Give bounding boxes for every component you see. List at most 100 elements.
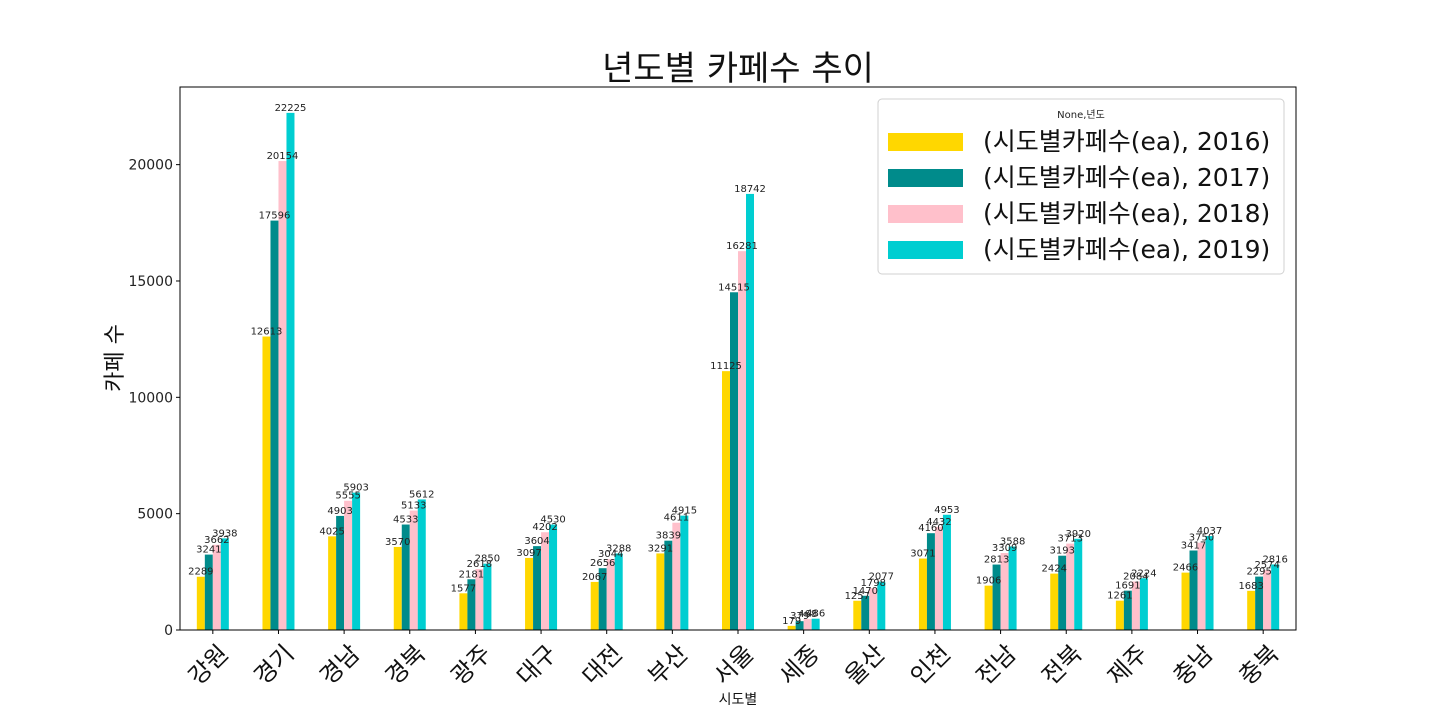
legend-swatch	[888, 133, 963, 151]
bar	[483, 563, 492, 630]
bar-value-label: 1691	[1115, 581, 1140, 592]
bar-value-label: 2295	[1246, 567, 1271, 578]
bar	[1255, 576, 1264, 630]
bar-value-label: 1257	[845, 591, 870, 602]
bar	[467, 579, 476, 630]
y-tick-label: 15000	[128, 274, 173, 290]
y-tick-label: 0	[164, 623, 173, 639]
bar-value-label: 3288	[606, 543, 631, 554]
bar-value-label: 18742	[734, 184, 766, 195]
x-tick-label: 경기	[249, 639, 300, 690]
bar	[1205, 536, 1214, 630]
bar-value-label: 3750	[1189, 533, 1214, 544]
bar-value-label: 2656	[590, 558, 615, 569]
bar	[877, 581, 886, 630]
bar	[417, 499, 426, 630]
bar-value-label: 3938	[212, 528, 237, 539]
bar	[1008, 546, 1017, 630]
x-tick-label: 충북	[1233, 639, 1284, 690]
bar-value-label: 5555	[335, 491, 360, 502]
bar-value-label: 5612	[409, 489, 434, 500]
bar-value-label: 14515	[718, 282, 750, 293]
bar	[549, 524, 558, 630]
bar-value-label: 2224	[1131, 568, 1156, 579]
bar	[722, 371, 730, 630]
legend-swatch	[888, 241, 963, 259]
bar-value-label: 3071	[910, 549, 935, 560]
bar	[992, 564, 1001, 630]
legend-label: (시도별카페수(ea), 2016)	[983, 127, 1270, 156]
x-ticks-layer: 강원 경기 경남 경북 광주 대구 대전 부산 서울 세종 울산 인천 전남 전북 제주 충남 충북	[183, 630, 1284, 690]
bar	[1066, 543, 1075, 630]
bar-value-label: 4611	[664, 513, 689, 524]
bar-value-label: 468	[798, 609, 817, 620]
bar	[328, 536, 337, 630]
bar-value-label: 4432	[926, 517, 951, 528]
y-tick-label: 5000	[137, 507, 173, 523]
bar-value-label: 1261	[1107, 591, 1132, 602]
bar-value-label: 3417	[1181, 540, 1206, 551]
bar	[393, 546, 402, 630]
bar-value-label: 379	[790, 611, 809, 622]
bar	[614, 553, 623, 630]
bar-value-label: 2618	[467, 559, 492, 570]
legend-swatch	[888, 169, 963, 187]
x-tick-label: 제주	[1102, 639, 1153, 690]
y-ticks-layer: 0 5000 10000 15000 20000	[128, 158, 180, 639]
bar	[590, 581, 599, 630]
bar	[664, 540, 673, 630]
bar-value-label: 4953	[934, 505, 959, 516]
bar-value-label: 3604	[524, 536, 549, 547]
y-axis-label: 카페 수	[103, 324, 128, 392]
y-tick-label: 10000	[128, 390, 173, 406]
bar-value-label: 1683	[1238, 581, 1263, 592]
bar-value-label: 2424	[1042, 564, 1067, 575]
bar	[1247, 590, 1256, 630]
legend: None,년도 (시도별카페수(ea), 2016) (시도별카페수(ea), 2…	[877, 98, 1285, 275]
bar	[1139, 578, 1148, 630]
bar	[730, 292, 738, 630]
bar-value-label: 1906	[976, 576, 1001, 587]
bar	[1131, 581, 1140, 630]
x-tick-label: 대구	[511, 639, 562, 690]
bar-value-label: 1798	[861, 578, 886, 589]
bar-value-label: 4160	[918, 523, 943, 534]
bar	[738, 251, 746, 630]
bar	[533, 546, 542, 630]
chart-title: 년도별 카페수 추이	[602, 49, 874, 89]
bar	[853, 600, 862, 630]
bar-value-label: 4037	[1197, 526, 1222, 537]
bar-value-label: 2289	[188, 567, 213, 578]
bar	[803, 619, 812, 630]
bar	[352, 492, 361, 630]
bar	[606, 559, 615, 630]
x-tick-label: 서울	[708, 639, 759, 690]
bar	[1050, 573, 1059, 630]
x-tick-label: 경남	[314, 639, 365, 690]
bar	[984, 585, 993, 630]
legend-swatch	[888, 205, 963, 223]
bar	[1000, 553, 1009, 630]
x-tick-label: 경북	[380, 639, 431, 690]
bar-value-label: 17596	[259, 211, 291, 222]
x-tick-label: 광주	[446, 639, 497, 690]
bar	[746, 193, 754, 631]
bar	[1115, 600, 1124, 630]
bar-value-label: 1470	[853, 586, 878, 597]
bar-value-label: 2181	[459, 569, 484, 580]
x-tick-label: 세종	[774, 639, 825, 690]
bar	[672, 522, 681, 630]
bar-value-label: 1577	[451, 583, 476, 594]
x-tick-label: 충남	[1168, 639, 1219, 690]
bar-value-label: 3570	[385, 537, 410, 548]
bar	[656, 553, 665, 630]
bar-value-label: 4530	[540, 515, 565, 526]
bar	[1181, 572, 1190, 630]
bar-value-label: 179	[782, 616, 801, 627]
bar-value-label: 4202	[532, 522, 557, 533]
bar	[459, 593, 468, 630]
bars-layer	[196, 112, 1280, 631]
bar-value-label: 4533	[393, 515, 418, 526]
bar-value-label: 3309	[992, 543, 1017, 554]
